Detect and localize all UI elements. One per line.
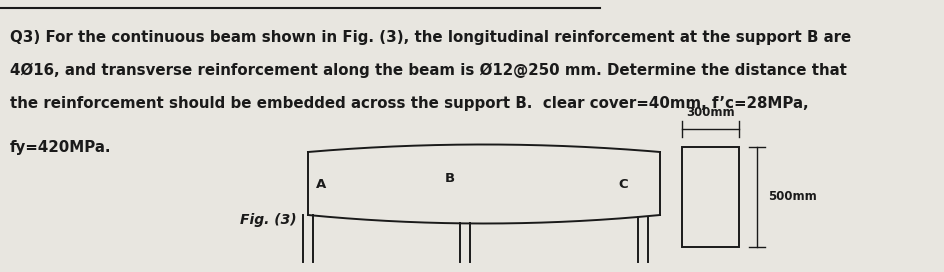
Text: C: C [617, 178, 627, 191]
Bar [682, 147, 738, 247]
Text: fy=420MPa.: fy=420MPa. [10, 140, 111, 155]
Text: 500mm: 500mm [767, 190, 816, 203]
Text: B: B [445, 172, 455, 184]
Text: the reinforcement should be embedded across the support B.  clear cover=40mm, f’: the reinforcement should be embedded acr… [10, 96, 808, 111]
Text: Q3) For the continuous beam shown in Fig. (3), the longitudinal reinforcement at: Q3) For the continuous beam shown in Fig… [10, 30, 851, 45]
Text: A: A [315, 178, 326, 191]
Text: Fig. (3): Fig. (3) [240, 213, 296, 227]
Text: 4Ø16, and transverse reinforcement along the beam is Ø12@250 mm. Determine the d: 4Ø16, and transverse reinforcement along… [10, 63, 846, 78]
Text: 300mm: 300mm [685, 106, 734, 119]
